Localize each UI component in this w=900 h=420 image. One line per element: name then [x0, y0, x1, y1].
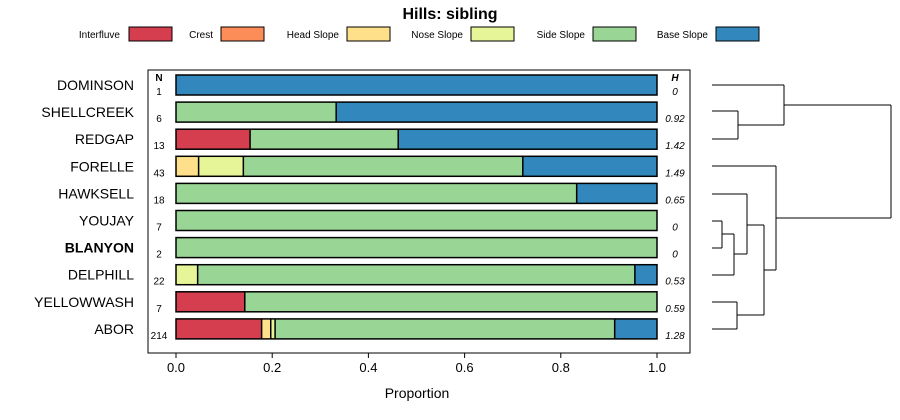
- h-value: 0.92: [665, 114, 685, 125]
- h-header: H: [671, 73, 679, 84]
- legend-swatch: [592, 26, 637, 42]
- x-axis-label: Proportion: [385, 385, 450, 401]
- legend-swatch: [220, 26, 265, 42]
- n-value: 7: [156, 223, 162, 234]
- n-value: 18: [153, 195, 165, 206]
- bar-segment: [176, 75, 657, 95]
- bar-segment: [197, 264, 635, 285]
- bar-segment: [176, 102, 337, 123]
- category-label: SHELLCREEK: [41, 104, 134, 120]
- h-value: 1.49: [665, 168, 685, 179]
- n-value: 214: [151, 331, 168, 342]
- bar-outline: [175, 74, 658, 96]
- bar-segment: [634, 264, 657, 285]
- bar-segment: [176, 129, 251, 150]
- x-tick-label: 0.2: [263, 360, 281, 375]
- h-value: 0.65: [665, 195, 685, 206]
- h-value: 1.42: [665, 141, 685, 152]
- legend-label: Interfluve: [79, 30, 121, 41]
- category-label: YELLOWWASH: [34, 294, 134, 310]
- n-value: 13: [153, 141, 165, 152]
- x-tick-label: 0.8: [552, 360, 570, 375]
- chart-title: Hills: sibling: [402, 6, 497, 23]
- category-label: YOUJAY: [79, 213, 135, 229]
- bar-outline: [175, 236, 658, 259]
- bar-outline: [175, 291, 658, 313]
- bar-outline: [175, 263, 658, 286]
- legend-swatch: [346, 26, 391, 42]
- legend-label: Side Slope: [537, 30, 586, 41]
- h-value: 0.53: [665, 277, 685, 288]
- bar-outline: [175, 318, 658, 340]
- bar-segment: [522, 156, 657, 177]
- h-value: 0.59: [665, 304, 685, 315]
- bar-outline: [175, 182, 658, 205]
- category-label: DOMINSON: [57, 77, 134, 93]
- bar-outline: [175, 209, 658, 232]
- x-tick-label: 1.0: [648, 360, 666, 375]
- bar-segment: [270, 318, 276, 339]
- bar-segment: [243, 156, 523, 177]
- legend-label: Base Slope: [657, 30, 709, 41]
- legend-label: Head Slope: [287, 30, 340, 41]
- legend-label: Crest: [189, 30, 213, 41]
- category-label: HAWKSELL: [58, 185, 134, 201]
- bar-segment: [176, 183, 577, 204]
- dendrogram: [712, 84, 892, 330]
- bar-segment: [576, 183, 657, 204]
- h-value: 0: [672, 87, 678, 98]
- bar-segment: [176, 210, 657, 231]
- x-tick-label: 0.4: [359, 360, 377, 375]
- bar-rows: DOMINSON 1 0 SHELLCREEK 6 0.92 REDGAP 13 1.42 FOR…: [34, 74, 685, 342]
- category-label: FORELLE: [70, 158, 134, 174]
- n-value: 1: [156, 87, 162, 98]
- bar-segment: [250, 129, 399, 150]
- bar-segment: [176, 156, 199, 177]
- legend-swatch: [715, 26, 760, 42]
- n-value: 22: [153, 277, 165, 288]
- bar-segment: [398, 129, 657, 150]
- category-label: DELPHILL: [68, 267, 134, 283]
- category-label: BLANYON: [65, 240, 134, 256]
- bar-outline: [175, 128, 658, 150]
- legend-label: Nose Slope: [411, 30, 463, 41]
- x-axis: 0.0 0.2 0.4 0.6 0.8 1.0: [167, 353, 666, 375]
- bar-segment: [261, 318, 271, 339]
- n-value: 6: [156, 114, 162, 125]
- bar-segment: [198, 156, 244, 177]
- x-tick-label: 0.0: [167, 360, 185, 375]
- bar-segment: [176, 237, 657, 258]
- n-value: 7: [156, 304, 162, 315]
- h-value: 0: [672, 250, 678, 261]
- n-value: 2: [156, 250, 162, 261]
- bar-segment: [275, 318, 615, 339]
- legend-swatch: [128, 26, 173, 42]
- plot-frame: [147, 69, 691, 354]
- bar-segment: [176, 291, 245, 312]
- legend: Interfluve Crest Head Slope Nose Slope Side …: [79, 26, 760, 42]
- bar-segment: [336, 102, 657, 123]
- h-value: 0: [672, 223, 678, 234]
- legend-swatch: [470, 26, 515, 42]
- bar-segment: [176, 264, 198, 285]
- n-value: 43: [153, 168, 165, 179]
- bar-outline: [175, 155, 658, 178]
- category-label: REDGAP: [75, 131, 134, 147]
- n-header: N: [155, 73, 162, 84]
- bar-segment: [244, 291, 657, 312]
- bar-outline: [175, 101, 658, 123]
- bar-segment: [614, 318, 657, 339]
- category-label: ABOR: [94, 321, 134, 337]
- h-value: 1.28: [665, 331, 685, 342]
- x-tick-label: 0.6: [456, 360, 474, 375]
- bar-segment: [176, 318, 262, 339]
